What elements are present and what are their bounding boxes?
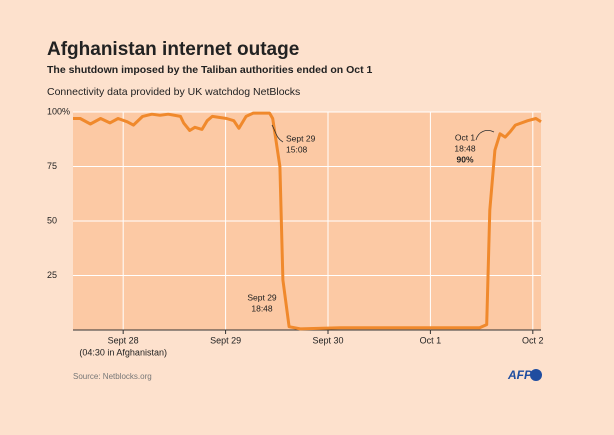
annotation-connector [271,124,284,143]
source: Source: Netblocks.org [73,372,152,381]
annotation-connector [475,130,495,141]
annotation: Sept 29 [286,133,316,143]
logo-dot [530,369,542,381]
x-tick-label: Sept 28 [108,335,139,345]
chart-subtitle: The shutdown imposed by the Taliban auth… [47,64,372,76]
annotation: 18:48 [454,143,476,153]
annotation: 15:08 [286,144,308,154]
y-axis-label: Connectivity data provided by UK watchdo… [47,86,300,98]
annotation: Sept 29 [247,292,277,302]
annotation: 18:48 [251,303,273,313]
annotation: Oct 1 [455,132,476,142]
x-tick-label: Oct 2 [522,335,544,345]
x-tick-label: Sept 30 [312,335,343,345]
y-tick-label: 100% [47,106,70,116]
x-tick-label: Oct 1 [420,335,442,345]
x-tick-label: Sept 29 [210,335,241,345]
annotation: 90% [456,154,473,164]
data-line [73,111,542,331]
y-tick-label: 25 [47,270,57,280]
y-tick-label: 50 [47,215,57,225]
y-tick-label: 75 [47,161,57,171]
logo: AFP [507,368,533,382]
x-tick-note: (04:30 in Afghanistan) [79,347,167,357]
chart-title: Afghanistan internet outage [47,39,299,60]
